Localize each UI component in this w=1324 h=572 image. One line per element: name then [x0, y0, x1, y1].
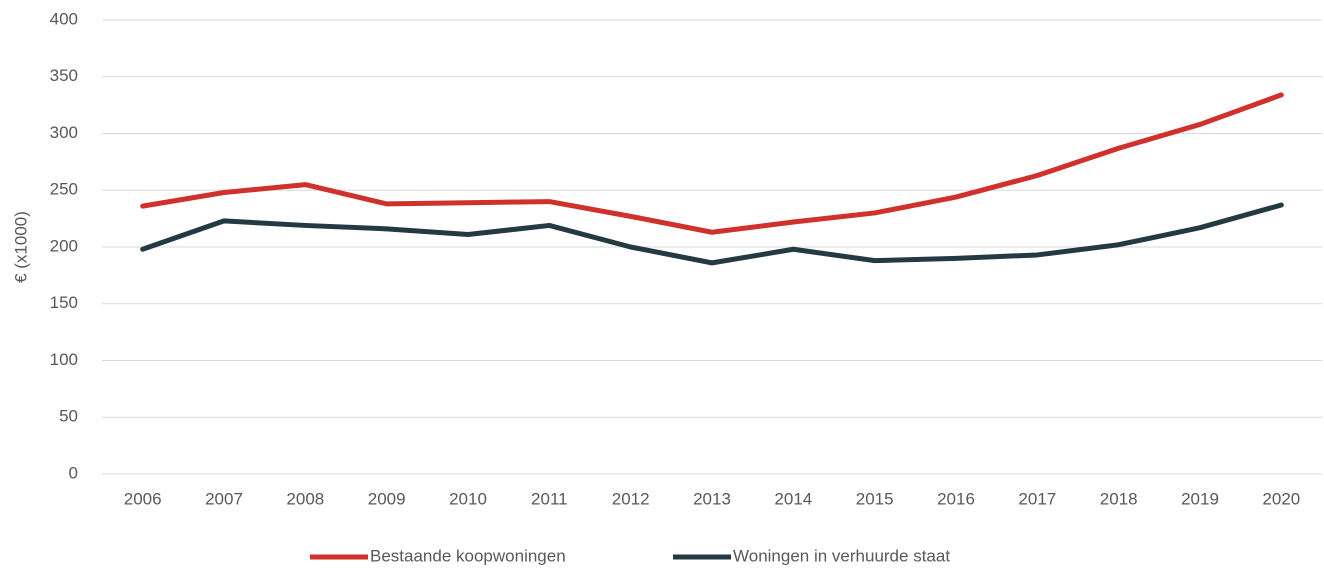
y-tick-label: 300	[50, 123, 78, 142]
legend-label: Woningen in verhuurde staat	[733, 546, 950, 565]
y-tick-label: 150	[50, 293, 78, 312]
x-tick-label: 2007	[205, 489, 243, 508]
x-tick-label: 2006	[124, 489, 162, 508]
y-tick-label: 200	[50, 236, 78, 255]
x-tick-label: 2011	[531, 489, 568, 508]
y-tick-label: 0	[69, 463, 78, 482]
x-tick-label: 2013	[693, 489, 731, 508]
x-tick-label: 2020	[1262, 489, 1300, 508]
x-tick-label: 2008	[286, 489, 324, 508]
y-axis-label: € (x1000)	[11, 211, 30, 283]
x-tick-label: 2012	[612, 489, 650, 508]
x-tick-label: 2016	[937, 489, 975, 508]
legend-label: Bestaande koopwoningen	[370, 546, 566, 565]
x-tick-label: 2015	[856, 489, 894, 508]
data-line	[140, 202, 1284, 266]
x-tick-label: 2010	[449, 489, 487, 508]
y-tick-label: 350	[50, 66, 78, 85]
x-tick-label: 2018	[1100, 489, 1138, 508]
y-tick-label: 50	[59, 407, 78, 426]
y-tick-label: 100	[50, 350, 78, 369]
x-tick-label: 2009	[368, 489, 406, 508]
x-tick-label: 2019	[1181, 489, 1219, 508]
y-tick-label: 250	[50, 180, 78, 199]
data-line	[140, 92, 1284, 235]
x-tick-label: 2017	[1018, 489, 1056, 508]
x-tick-label: 2014	[774, 489, 812, 508]
y-tick-label: 400	[50, 9, 78, 28]
